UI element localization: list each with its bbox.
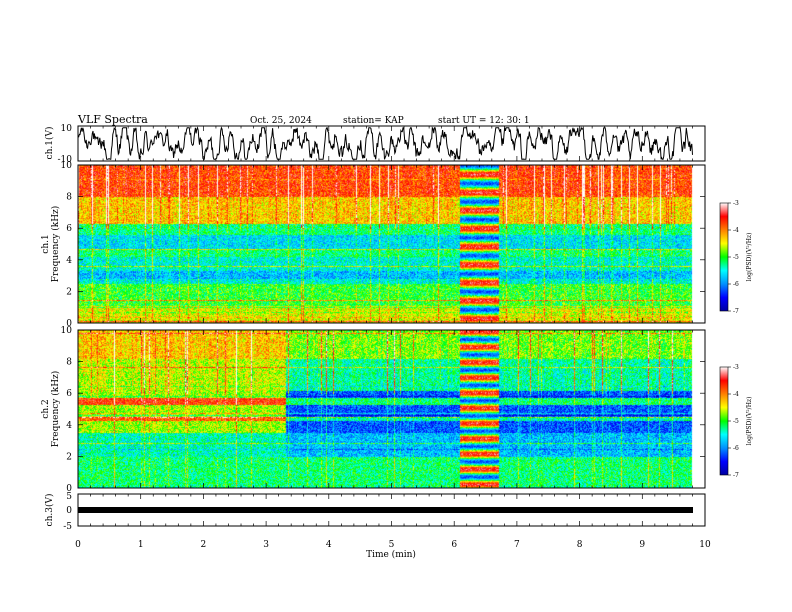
ch3-waveform-xticks	[77, 494, 706, 526]
frequency-tick-label: 6	[66, 224, 72, 234]
colorbar-ch1: -3 -4 -5 -6 -7 log(PSD)(V²/Hz)	[719, 200, 753, 315]
frequency-tick-label: 4	[66, 421, 72, 431]
time-axis-tick-labels: 0 1 2 3 4 5 6 7 8 9 10	[75, 540, 711, 550]
panel-ch3-waveform: 5 0 -5 ch.3(V)	[44, 492, 706, 532]
frequency-tick-label: 10	[61, 161, 73, 171]
colorbar-tick-label: -5	[733, 418, 739, 425]
ch1-waveform-xticks	[77, 126, 706, 161]
colorbar-tick-label: -5	[733, 254, 739, 261]
ch2-spectrogram-xticks	[77, 330, 706, 488]
time-tick-label: 0	[75, 540, 81, 550]
frequency-tick-label: 6	[66, 389, 72, 399]
colorbar-ch2-ticks: -3 -4 -5 -6 -7	[728, 364, 739, 479]
time-tick-label: 1	[138, 540, 144, 550]
frequency-tick-label: 8	[66, 358, 72, 368]
time-tick-label: 9	[639, 540, 645, 550]
frequency-tick-label: 0	[66, 319, 72, 329]
colorbar-tick-label: -4	[733, 227, 739, 234]
time-tick-label: 8	[577, 540, 583, 550]
ch3-ytick-mid: 0	[66, 506, 72, 516]
time-tick-label: 3	[263, 540, 269, 550]
ch1-spectrogram-xticks	[77, 165, 706, 323]
ch3-ytick-top: 5	[66, 492, 72, 502]
colorbar-ch2: -3 -4 -5 -6 -7 log(PSD)(V²/Hz)	[719, 364, 753, 479]
time-axis-label: Time (min)	[366, 549, 416, 560]
colorbar-ch1-ticks: -3 -4 -5 -6 -7	[728, 200, 739, 315]
ch3-ytick-bottom: -5	[63, 522, 72, 532]
figure-station: station= KAP	[343, 116, 404, 126]
panel-ch2-spectrogram: 0 2 4 6 8 10 ch.2 Frequency (kHz)	[41, 326, 706, 494]
frequency-tick-label: 8	[66, 193, 72, 203]
ch1-waveform-line	[78, 126, 693, 160]
time-tick-label: 5	[389, 540, 395, 550]
frequency-tick-label: 0	[66, 484, 72, 494]
time-tick-label: 10	[699, 540, 711, 550]
ch1-ytick-bottom: -10	[58, 155, 73, 165]
panel-ch1-waveform: 10 -10 ch.1(V)	[44, 124, 706, 165]
figure-title: VLF Spectra	[77, 113, 148, 126]
colorbar-tick-label: -4	[733, 391, 739, 398]
colorbar-tick-label: -6	[733, 445, 739, 452]
frequency-tick-label: 2	[66, 287, 72, 297]
ch2-spectrogram-heatmap	[78, 330, 705, 488]
ch2-frequency-label: Frequency (kHz)	[50, 371, 61, 448]
ch1-frequency-label: Frequency (kHz)	[50, 206, 61, 283]
ch2-spectrogram-ylabel: ch.2	[41, 399, 51, 418]
figure-start-ut: start UT = 12: 30: 1	[438, 116, 530, 126]
time-tick-label: 6	[451, 540, 457, 550]
ch1-waveform-ylabel: ch.1(V)	[44, 127, 55, 160]
colorbar-tick-label: -6	[733, 281, 739, 288]
ch1-spectrogram-yticks: 0 2 4 6 8 10	[61, 161, 705, 329]
panel-ch1-spectrogram: 0 2 4 6 8 10 ch.1 Frequency (kHz)	[41, 161, 706, 329]
colorbar-ch1-gradient	[719, 202, 729, 312]
frequency-tick-label: 4	[66, 256, 72, 266]
figure-date: Oct. 25, 2024	[250, 116, 312, 126]
frequency-tick-label: 10	[61, 326, 73, 336]
ch1-spectrogram-ylabel: ch.1	[41, 234, 51, 253]
time-tick-label: 4	[326, 540, 332, 550]
colorbar-ch2-gradient	[719, 366, 729, 476]
time-tick-label: 2	[201, 540, 207, 550]
colorbar-ch2-label: log(PSD)(V²/Hz)	[746, 397, 753, 446]
ch2-spectrogram-yticks: 0 2 4 6 8 10	[61, 326, 705, 494]
frequency-tick-label: 2	[66, 452, 72, 462]
colorbar-ch1-label: log(PSD)(V²/Hz)	[746, 233, 753, 282]
ch1-spectrogram-heatmap	[78, 165, 705, 323]
time-tick-label: 7	[514, 540, 520, 550]
colorbar-tick-label: -3	[733, 200, 739, 207]
colorbar-tick-label: -7	[733, 472, 739, 479]
colorbar-tick-label: -7	[733, 308, 739, 315]
ch3-waveform-ylabel: ch.3(V)	[44, 494, 55, 527]
colorbar-tick-label: -3	[733, 364, 739, 371]
ch1-ytick-top: 10	[61, 124, 73, 134]
ch3-waveform-trace	[78, 507, 693, 513]
